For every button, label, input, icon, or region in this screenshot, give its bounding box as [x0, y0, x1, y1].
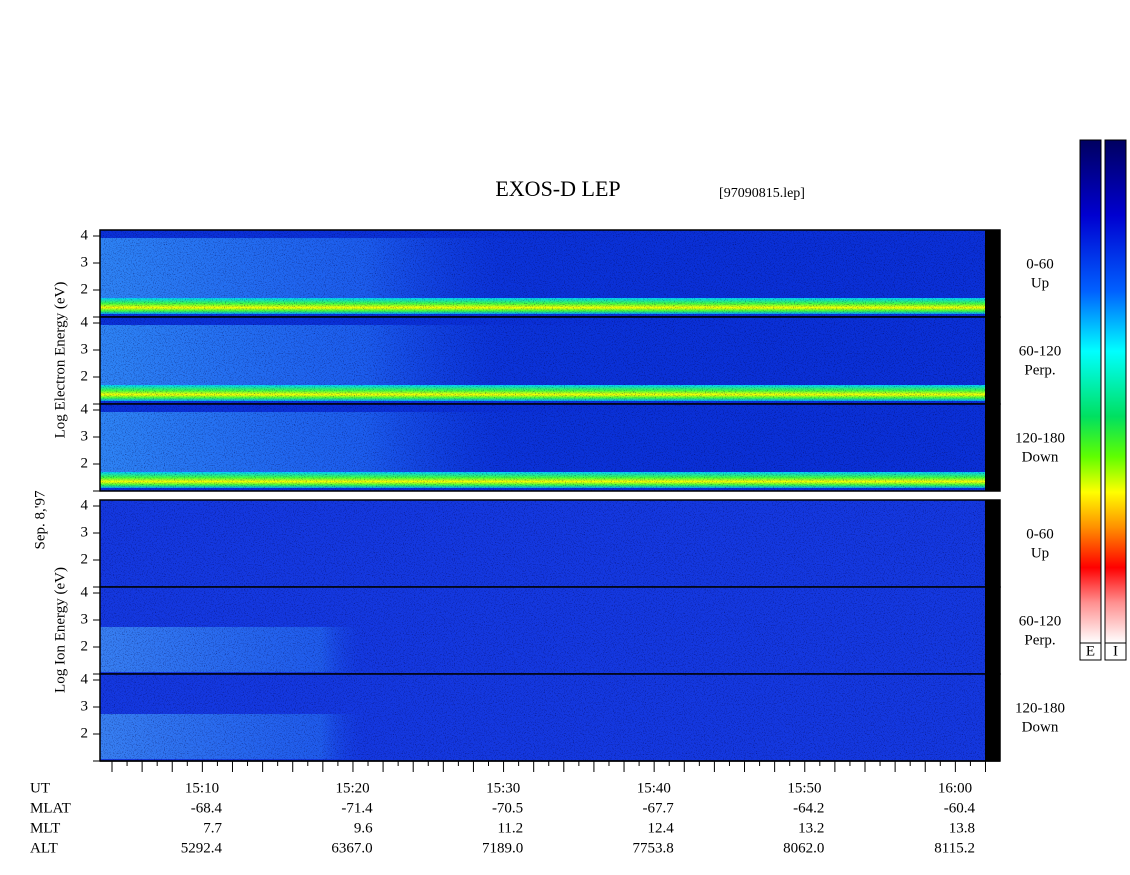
energy-tick-label: 2: [81, 281, 89, 297]
energy-tick-label: 2: [81, 368, 89, 384]
energy-tick-label: 4: [81, 497, 89, 513]
energy-tick-label: 2: [81, 725, 89, 741]
panel-end: [985, 230, 1000, 317]
ephemeris-value: 13.2: [798, 820, 824, 836]
angle-label: 60-120: [1019, 343, 1062, 359]
panel-end: [985, 674, 1000, 761]
ephemeris-value: 7189.0: [482, 840, 523, 856]
labels: 4 3 2 0-60 Up 4 3 2 60-120 Perp. 4 3 2 120-180 Down 4 3 2…: [30, 227, 1118, 856]
energy-tick-label: 4: [81, 314, 89, 330]
ephemeris-value: -67.7: [643, 800, 675, 816]
ephemeris-value: 9.6: [354, 820, 373, 836]
ephemeris-value: -70.5: [492, 800, 523, 816]
colorbar: [1079, 139, 1102, 644]
energy-tick-label: 4: [81, 401, 89, 417]
energy-tick-label: 3: [81, 341, 89, 357]
spectrograms: [93, 139, 1127, 772]
noise: [100, 317, 985, 404]
ephemeris-value: 7753.8: [633, 840, 674, 856]
panel-end: [985, 317, 1000, 404]
time-label: 15:30: [486, 780, 520, 796]
direction-label: Up: [1031, 275, 1049, 291]
noise: [100, 404, 985, 491]
direction-label: Perp.: [1024, 632, 1055, 648]
energy-tick-label: 3: [81, 254, 89, 270]
time-label: 15:20: [336, 780, 370, 796]
colorbar-label-box: [1104, 642, 1127, 661]
ephemeris-value: -64.2: [793, 800, 824, 816]
ion-axis-label: Log Ion Energy (eV): [52, 567, 68, 693]
energy-tick-label: 4: [81, 584, 89, 600]
ephemeris-value: 8062.0: [783, 840, 824, 856]
angle-label: 120-180: [1015, 430, 1065, 446]
ephemeris-value: 11.2: [497, 820, 523, 836]
angle-label: 120-180: [1015, 700, 1065, 716]
energy-tick-label: 3: [81, 524, 89, 540]
date-label: Sep. 8,'97: [32, 490, 48, 549]
noise: [100, 230, 985, 317]
panel-end: [985, 500, 1000, 587]
ephemeris-value: 8115.2: [934, 840, 975, 856]
angle-label: 0-60: [1026, 526, 1054, 542]
ephemeris-value: 7.7: [203, 820, 222, 836]
colorbar-label: I: [1113, 643, 1118, 659]
file-name: [97090815.lep]: [719, 186, 805, 201]
ephemeris-value: -60.4: [944, 800, 976, 816]
ephemeris-label: MLAT: [30, 800, 71, 816]
ephemeris-value: 12.4: [648, 820, 675, 836]
ephemeris-value: 6367.0: [331, 840, 372, 856]
title: EXOS-D LEP: [495, 176, 620, 201]
ephemeris-value: -68.4: [191, 800, 223, 816]
panel-end: [985, 587, 1000, 674]
energy-tick-label: 4: [81, 227, 89, 243]
colorbar-label-box: [1079, 642, 1102, 661]
energy-tick-label: 3: [81, 611, 89, 627]
panel-frame: [99, 403, 1001, 492]
ephemeris-value: -71.4: [341, 800, 373, 816]
energy-tick-label: 4: [81, 671, 89, 687]
energy-tick-label: 3: [81, 698, 89, 714]
ephemeris-value: 13.8: [949, 820, 975, 836]
noise: [100, 500, 985, 587]
time-label: 16:00: [938, 780, 972, 796]
colorbar-label: E: [1086, 643, 1095, 659]
time-label: 15:50: [787, 780, 821, 796]
ephemeris-label: MLT: [30, 820, 60, 836]
angle-label: 60-120: [1019, 613, 1062, 629]
angle-label: 0-60: [1026, 256, 1054, 272]
direction-label: Up: [1031, 545, 1049, 561]
direction-label: Down: [1022, 719, 1059, 735]
noise: [100, 674, 985, 761]
noise: [100, 587, 985, 674]
energy-tick-label: 3: [81, 428, 89, 444]
direction-label: Down: [1022, 449, 1059, 465]
energy-tick-label: 2: [81, 638, 89, 654]
colorbar: [1104, 139, 1127, 644]
time-label: 15:40: [637, 780, 671, 796]
ephemeris-value: 5292.4: [181, 840, 223, 856]
ephemeris-label: UT: [30, 780, 50, 796]
ephemeris-label: ALT: [30, 840, 58, 856]
direction-label: Perp.: [1024, 362, 1055, 378]
energy-tick-label: 2: [81, 455, 89, 471]
energy-tick-label: 2: [81, 551, 89, 567]
electron-axis-label: Log Electron Energy (eV): [52, 282, 68, 439]
time-label: 15:10: [185, 780, 219, 796]
panel-end: [985, 404, 1000, 491]
